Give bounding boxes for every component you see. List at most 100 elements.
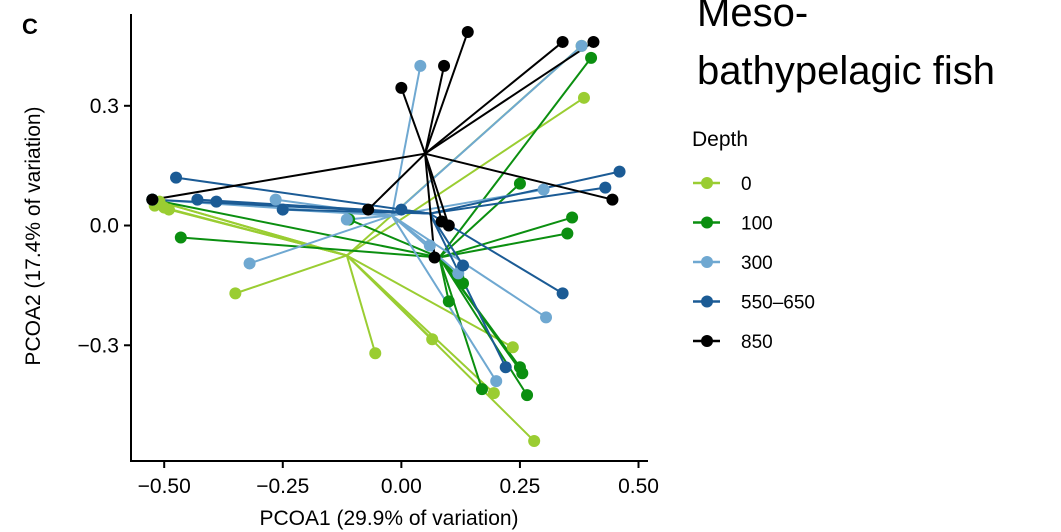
- link-3-7: [428, 213, 507, 368]
- legend-marker-4: [701, 335, 713, 347]
- point-4-1: [362, 203, 375, 216]
- link-4-10: [424, 152, 613, 201]
- chart-title: Meso- bathypelagic fish: [697, 0, 995, 93]
- y-axis-label: PCOA2 (17.4% of variation): [22, 106, 45, 365]
- link-2-1: [249, 214, 393, 265]
- chart-title-line-1: Meso-: [697, 0, 808, 35]
- point-2-1: [243, 257, 256, 270]
- link-4-3: [424, 65, 446, 154]
- point-2-11: [575, 39, 588, 52]
- point-4-8: [556, 35, 569, 48]
- point-3-6: [457, 259, 470, 272]
- link-2-5: [390, 65, 422, 216]
- link-1-12: [439, 216, 573, 259]
- point-1-8: [516, 367, 529, 380]
- link-4-8: [424, 41, 564, 155]
- link-4-0: [152, 152, 426, 201]
- point-2-8: [490, 375, 503, 388]
- link-2-11: [391, 45, 583, 217]
- legend-marker-1: [701, 216, 713, 229]
- link-3-1: [175, 176, 430, 215]
- point-4-5: [428, 251, 441, 264]
- point-1-1: [174, 231, 187, 244]
- point-2-6: [423, 239, 436, 252]
- point-1-9: [521, 389, 534, 402]
- legend-label-4: 850: [741, 332, 773, 353]
- point-1-13: [585, 51, 598, 64]
- point-3-5: [395, 203, 408, 216]
- point-3-9: [599, 181, 612, 194]
- point-4-7: [461, 25, 474, 38]
- link-1-13: [438, 57, 592, 259]
- legend-title: Depth: [692, 128, 748, 151]
- link-1-11: [439, 232, 568, 259]
- x-axis-label: PCOA1 (29.9% of variation): [259, 507, 518, 530]
- point-0-5: [229, 287, 242, 300]
- point-0-9: [506, 341, 519, 354]
- point-1-12: [566, 211, 579, 224]
- point-4-9: [587, 35, 600, 48]
- x-tick-label-3: 0.25: [499, 475, 540, 498]
- link-4-7: [424, 31, 469, 155]
- chart-title-line-2: bathypelagic fish: [697, 49, 995, 93]
- link-0-9: [346, 254, 514, 349]
- point-0-10: [528, 435, 541, 448]
- point-3-8: [556, 287, 569, 300]
- legend-label-3: 550–650: [741, 293, 815, 314]
- y-tick-label-0: −0.3: [78, 334, 119, 357]
- point-3-3: [210, 195, 223, 208]
- y-tick-label-2: 0.3: [90, 95, 119, 118]
- point-3-1: [170, 171, 183, 184]
- point-1-3: [442, 295, 455, 308]
- point-3-10: [613, 165, 626, 178]
- point-4-0: [146, 193, 159, 206]
- link-3-3: [216, 200, 430, 215]
- legend-label-1: 100: [741, 214, 773, 235]
- link-3-9: [429, 186, 606, 215]
- point-3-4: [276, 203, 289, 216]
- point-2-4: [340, 213, 353, 226]
- link-3-6: [428, 213, 464, 266]
- link-4-1: [367, 152, 426, 211]
- link-0-10: [346, 254, 535, 442]
- legend-label-2: 300: [741, 253, 773, 274]
- point-0-11: [577, 91, 590, 104]
- link-0-11: [346, 96, 585, 257]
- x-tick-label-4: 0.50: [618, 475, 659, 498]
- x-tick-label-0: −0.50: [138, 475, 191, 498]
- link-4-6: [424, 153, 450, 226]
- legend-marker-2: [701, 256, 713, 268]
- link-4-5: [424, 153, 436, 258]
- panel-label: C: [22, 14, 38, 39]
- point-0-4: [162, 203, 175, 216]
- link-3-10: [429, 170, 620, 215]
- point-4-6: [442, 219, 455, 232]
- point-2-10: [540, 311, 553, 324]
- link-4-9: [424, 41, 595, 155]
- legend-marker-0: [701, 177, 713, 189]
- data-points: [146, 25, 626, 448]
- point-1-6: [475, 383, 488, 396]
- link-4-2: [400, 87, 427, 155]
- point-2-9: [537, 183, 550, 196]
- point-3-2: [191, 193, 204, 206]
- point-0-8: [487, 387, 500, 400]
- link-1-1: [180, 236, 440, 259]
- spider-links: [152, 31, 620, 442]
- point-4-2: [395, 81, 408, 94]
- link-2-10: [391, 214, 547, 319]
- point-3-7: [499, 361, 512, 374]
- point-2-2: [269, 193, 282, 206]
- link-0-6: [345, 255, 377, 354]
- point-1-11: [561, 227, 574, 240]
- x-tick-label-1: −0.25: [256, 475, 309, 498]
- point-4-3: [438, 59, 451, 72]
- legend: Depth 0 100 300 550–650 850: [692, 128, 815, 353]
- point-2-5: [414, 59, 427, 72]
- point-1-10: [513, 177, 526, 190]
- point-4-10: [606, 193, 619, 206]
- y-tick-label-1: 0.0: [90, 215, 119, 238]
- axes: −0.50 −0.25 0.00 0.25 0.50 −0.3 0.0 0.3: [78, 14, 659, 498]
- legend-marker-3: [701, 295, 713, 308]
